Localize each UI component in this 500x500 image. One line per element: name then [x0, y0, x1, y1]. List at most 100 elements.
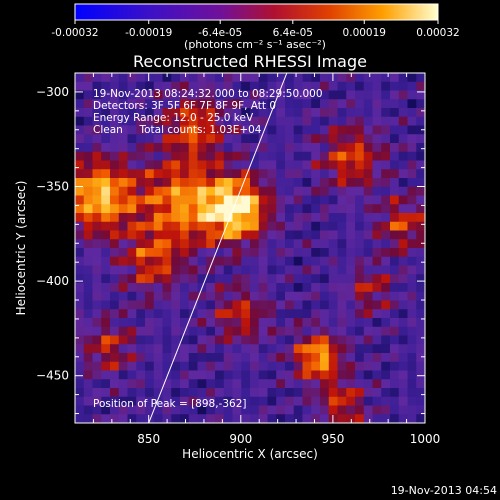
heatmap-cell: [276, 221, 286, 231]
heatmap-cell: [390, 265, 400, 275]
heatmap-cell: [398, 335, 408, 345]
heatmap-cell: [293, 326, 303, 336]
heatmap-cell: [127, 396, 137, 406]
heatmap-cell: [320, 186, 330, 196]
heatmap-cell: [162, 388, 172, 398]
heatmap-cell: [110, 134, 120, 144]
heatmap-cell: [407, 160, 417, 170]
heatmap-cell: [276, 134, 286, 144]
heatmap-cell: [92, 230, 102, 240]
heatmap-cell: [372, 388, 382, 398]
heatmap-cell: [136, 256, 146, 266]
heatmap-cell: [101, 309, 111, 319]
heatmap-cell: [346, 388, 356, 398]
heatmap-cell: [145, 344, 155, 354]
heatmap-cell: [215, 186, 225, 196]
heatmap-cell: [328, 370, 338, 380]
heatmap-cell: [258, 221, 268, 231]
heatmap-cell: [206, 221, 216, 231]
heatmap-cell: [311, 353, 321, 363]
heatmap-cell: [188, 274, 198, 284]
heatmap-cell: [328, 265, 338, 275]
heatmap-cell: [92, 379, 102, 389]
heatmap-cell: [127, 116, 137, 126]
heatmap-cell: [320, 178, 330, 188]
heatmap-cell: [267, 370, 277, 380]
heatmap-cell: [390, 326, 400, 336]
heatmap-cell: [285, 186, 295, 196]
heatmap-cell: [75, 151, 85, 161]
heatmap-cell: [223, 353, 233, 363]
heatmap-cell: [153, 300, 163, 310]
heatmap-cell: [311, 213, 321, 223]
heatmap-cell: [127, 309, 137, 319]
heatmap-cell: [285, 405, 295, 415]
heatmap-cell: [355, 248, 365, 258]
heatmap-cell: [293, 73, 303, 83]
heatmap-cell: [206, 230, 216, 240]
heatmap-cell: [328, 309, 338, 319]
heatmap-cell: [188, 396, 198, 406]
heatmap-cell: [285, 73, 295, 83]
heatmap-cell: [162, 414, 172, 423]
heatmap-cell: [416, 326, 425, 336]
heatmap-cell: [171, 309, 181, 319]
heatmap-cell: [215, 396, 225, 406]
heatmap-cell: [250, 108, 260, 118]
heatmap-cell: [363, 178, 373, 188]
heatmap-cell: [363, 265, 373, 275]
heatmap-cell: [302, 73, 312, 83]
heatmap-cell: [153, 169, 163, 179]
heatmap-cell: [355, 239, 365, 249]
heatmap-cell: [381, 169, 391, 179]
heatmap-cell: [127, 239, 137, 249]
heatmap-cell: [320, 291, 330, 301]
heatmap-cell: [215, 143, 225, 153]
heatmap-cell: [162, 178, 172, 188]
heatmap-cell: [381, 213, 391, 223]
heatmap-cell: [276, 361, 286, 371]
heatmap-cell: [180, 370, 190, 380]
heatmap-cell: [381, 396, 391, 406]
heatmap-cell: [118, 344, 128, 354]
heatmap-cell: [110, 204, 120, 214]
heatmap-cell: [390, 414, 400, 423]
heatmap-cell: [398, 213, 408, 223]
heatmap-cell: [320, 239, 330, 249]
heatmap-cell: [346, 414, 356, 423]
heatmap-cell: [197, 134, 207, 144]
heatmap-cell: [416, 309, 425, 319]
heatmap-cell: [285, 396, 295, 406]
heatmap-cell: [328, 300, 338, 310]
heatmap-cell: [311, 256, 321, 266]
heatmap-cell: [171, 361, 181, 371]
heatmap-cell: [320, 73, 330, 83]
heatmap-cell: [75, 195, 85, 205]
heatmap-cell: [188, 256, 198, 266]
heatmap-cell: [381, 335, 391, 345]
heatmap-cell: [372, 134, 382, 144]
heatmap-cell: [285, 353, 295, 363]
heatmap-cell: [416, 221, 425, 231]
heatmap-cell: [223, 291, 233, 301]
heatmap-cell: [372, 318, 382, 328]
heatmap-cell: [302, 160, 312, 170]
heatmap-cell: [180, 353, 190, 363]
heatmap-cell: [398, 344, 408, 354]
heatmap-cell: [355, 99, 365, 109]
heatmap-cell: [206, 361, 216, 371]
heatmap-cell: [337, 125, 347, 135]
heatmap-cell: [416, 99, 425, 109]
heatmap-cell: [136, 204, 146, 214]
heatmap-cell: [83, 388, 93, 398]
heatmap-cell: [293, 125, 303, 135]
heatmap-cell: [188, 405, 198, 415]
heatmap-cell: [346, 186, 356, 196]
heatmap-cell: [285, 239, 295, 249]
heatmap-cell: [328, 405, 338, 415]
heatmap-cell: [390, 134, 400, 144]
heatmap-cell: [188, 125, 198, 135]
heatmap-cell: [215, 344, 225, 354]
heatmap-cell: [101, 90, 111, 100]
heatmap-cell: [127, 265, 137, 275]
